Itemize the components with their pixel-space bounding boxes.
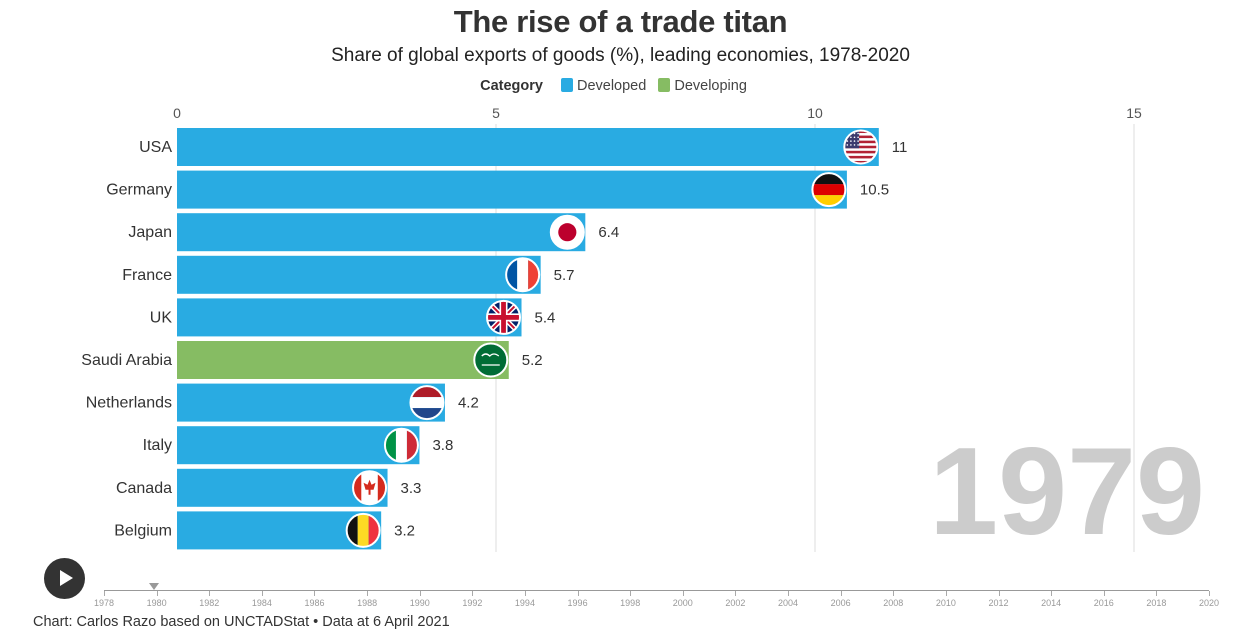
value-label: 10.5 — [860, 182, 889, 199]
bar[interactable] — [177, 255, 541, 294]
canada-flag-icon — [352, 470, 388, 506]
value-label: 5.7 — [554, 267, 575, 284]
legend-swatch-developed — [560, 78, 573, 92]
netherlands-flag-icon — [409, 385, 445, 421]
category-label: USA — [139, 139, 172, 156]
japan-flag-icon — [549, 214, 585, 250]
category-label: France — [122, 267, 172, 284]
bar[interactable] — [177, 213, 586, 252]
value-label: 3.8 — [432, 437, 453, 454]
category-label: Belgium — [114, 522, 172, 539]
category-label: Saudi Arabia — [81, 352, 172, 369]
chart-subtitle: Share of global exports of goods (%), le… — [331, 45, 910, 66]
timeline-handle[interactable] — [148, 583, 159, 590]
bar[interactable] — [177, 426, 420, 465]
category-label: Japan — [128, 224, 172, 241]
value-label: 3.3 — [401, 480, 422, 497]
value-label: 4.2 — [458, 395, 479, 412]
chart-title: The rise of a trade titan — [453, 4, 788, 39]
france-flag-icon — [505, 257, 541, 293]
value-label: 5.2 — [522, 352, 543, 369]
x-tick-label: 0 — [173, 105, 181, 121]
x-tick-label: 5 — [492, 105, 500, 121]
legend-swatch-developing — [658, 78, 671, 92]
play-icon — [60, 570, 73, 586]
belgium-flag-icon — [345, 512, 381, 548]
x-tick-label: 10 — [807, 105, 823, 121]
category-label: Germany — [106, 182, 172, 199]
source-note: Chart: Carlos Razo based on UNCTADStat •… — [33, 614, 450, 630]
bar[interactable] — [177, 341, 509, 379]
bar[interactable] — [177, 128, 879, 166]
value-label: 3.2 — [394, 522, 415, 539]
legend: Category Developed Developing — [0, 78, 1235, 94]
x-tick-label: 15 — [1126, 105, 1142, 121]
value-label: 11 — [892, 139, 908, 156]
value-label: 6.4 — [598, 224, 619, 241]
legend-title: Category — [480, 78, 543, 94]
legend-item-developing[interactable]: Developing — [658, 78, 747, 94]
saudi-arabia-flag-icon — [473, 342, 509, 378]
year-watermark: 1979 — [929, 423, 1205, 561]
bar[interactable] — [177, 298, 522, 337]
play-button[interactable] — [44, 558, 85, 599]
category-label: Canada — [116, 480, 172, 497]
bar[interactable] — [177, 170, 847, 209]
legend-item-developed[interactable]: Developed — [560, 78, 647, 94]
legend-label-developed: Developed — [576, 78, 647, 94]
category-label: UK — [150, 309, 173, 326]
value-label: 5.4 — [535, 309, 556, 326]
category-label: Italy — [143, 437, 172, 454]
category-label: Netherlands — [86, 395, 172, 412]
legend-label-developing: Developing — [674, 78, 747, 94]
italy-flag-icon — [383, 427, 419, 463]
bar[interactable] — [177, 383, 445, 422]
uk-flag-icon — [486, 299, 522, 335]
timeline-slider[interactable] — [104, 590, 1209, 591]
germany-flag-icon — [811, 172, 847, 208]
us-flag-icon — [843, 129, 879, 165]
